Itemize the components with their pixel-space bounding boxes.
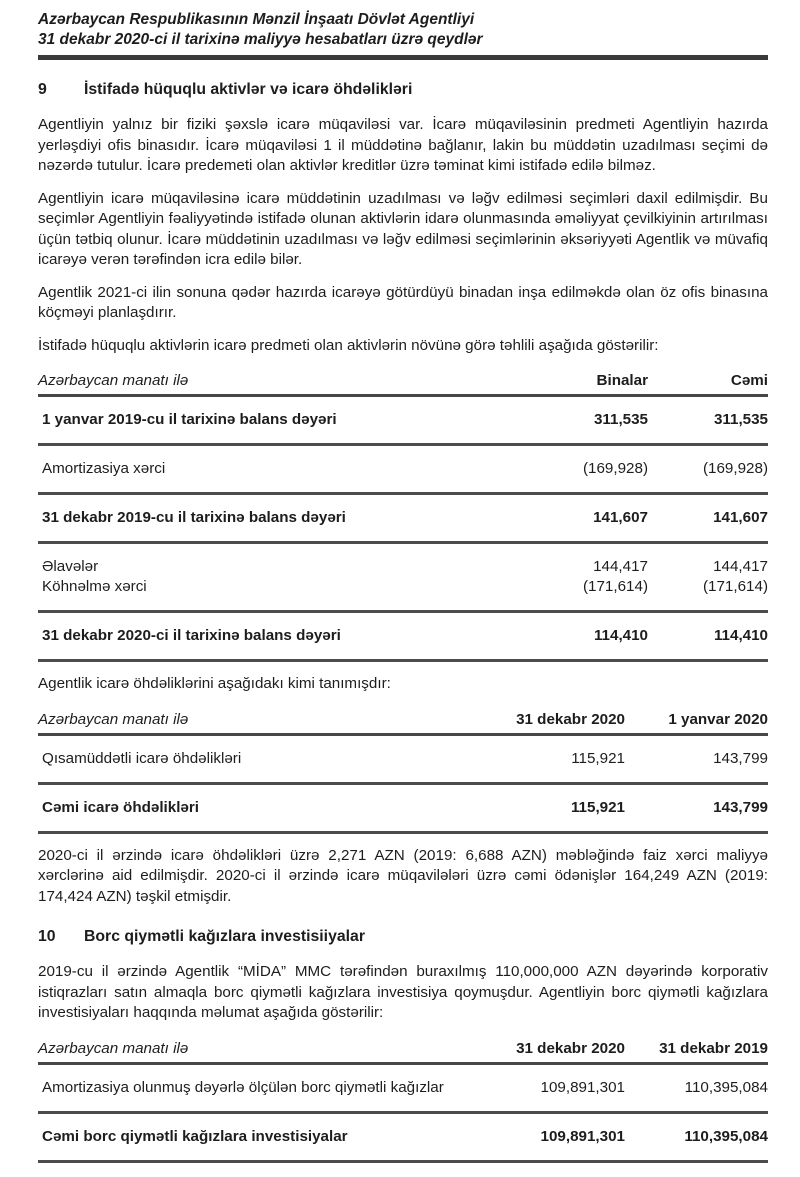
table-row: 31 dekabr 2020-ci il tarixinə balans dəy… [38, 611, 768, 662]
paragraph-liabilities-intro: Agentlik icarə öhdəliklərini aşağıdakı k… [38, 675, 391, 692]
paragraph-assets-intro: İstifadə hüquqlu aktivlərin icarə predme… [38, 336, 659, 354]
value-2020: 109,891,301 [475, 1112, 625, 1163]
value-binalar: 311,535 [526, 395, 648, 446]
row-label: Cəmi icarə öhdəlikləri [38, 783, 475, 834]
table-row: 31 dekabr 2019-cu il tarixinə balans dəy… [38, 493, 768, 544]
column-header-2020: 31 dekabr 2020 [475, 708, 625, 736]
value-cemi: (171,614) [702, 578, 768, 595]
row-label: Köhnəlmə xərci [42, 578, 147, 595]
table-row-group: Əlavələr Köhnəlmə xərci 144,417 (171,614… [38, 542, 768, 613]
column-header-2019: 31 dekabr 2019 [625, 1037, 768, 1065]
row-label: 31 dekabr 2020-ci il tarixinə balans dəy… [38, 611, 526, 662]
lease-liabilities-table: Azərbaycan manatı ilə 31 dekabr 2020 1 y… [38, 708, 768, 834]
value-cemi: 311,535 [648, 395, 768, 446]
value-2019: 143,799 [625, 783, 768, 834]
header-report-title: 31 dekabr 2020-ci il tarixinə maliyyə he… [38, 31, 483, 48]
value-binalar: (171,614) [582, 578, 648, 595]
value-binalar: (169,928) [526, 444, 648, 495]
column-header-binalar: Binalar [526, 370, 648, 397]
value-2020: 115,921 [475, 734, 625, 785]
section-9-number: 9 [38, 81, 47, 98]
table-header-row: Azərbaycan manatı ilə 31 dekabr 2020 1 y… [38, 708, 768, 736]
paragraph-interest-expense: 2020-ci il ərzində icarə öhdəlikləri üzr… [38, 846, 768, 905]
section-9-title: İstifadə hüquqlu aktivlər və icarə öhdəl… [84, 81, 413, 98]
header-entity-name: Azərbaycan Respublikasının Mənzil İnşaat… [38, 11, 475, 28]
value-cemi: 141,607 [648, 493, 768, 544]
table-row-total: Cəmi icarə öhdəlikləri 115,921 143,799 [38, 783, 768, 834]
table-header-row: Azərbaycan manatı ilə Binalar Cəmi [38, 370, 768, 397]
value-cemi: 144,417 [713, 558, 768, 575]
row-label: Amortizasiya xərci [38, 444, 526, 495]
column-header-2020: 31 dekabr 2020 [475, 1037, 625, 1065]
table-row: 1 yanvar 2019-cu il tarixinə balans dəyə… [38, 395, 768, 446]
section-10-heading: 10 Borc qiymətli kağızlara investisiiyal… [38, 928, 768, 946]
section-10-title: Borc qiymətli kağızlara investisiiyalar [84, 928, 365, 945]
paragraph-lease-contract: Agentliyin yalnız bir fiziki şəxslə icar… [38, 116, 768, 174]
debt-securities-table: Azərbaycan manatı ilə 31 dekabr 2020 31 … [38, 1037, 768, 1163]
value-cemi: (169,928) [648, 444, 768, 495]
table-header-row: Azərbaycan manatı ilə 31 dekabr 2020 31 … [38, 1037, 768, 1065]
table-row: Qısamüddətli icarə öhdəlikləri 115,921 1… [38, 734, 768, 785]
value-binalar: 141,607 [526, 493, 648, 544]
row-label: Amortizasiya olunmuş dəyərlə ölçülən bor… [38, 1063, 475, 1114]
value-2019: 143,799 [625, 734, 768, 785]
page-header: Azərbaycan Respublikasının Mənzil İnşaat… [38, 10, 768, 60]
value-binalar: 114,410 [526, 611, 648, 662]
section-9-heading: 9 İstifadə hüquqlu aktivlər və icarə öhd… [38, 81, 768, 99]
row-label: Cəmi borc qiymətli kağızlara investisiya… [38, 1112, 475, 1163]
value-cemi-group: 144,417 (171,614) [648, 542, 768, 613]
column-header-cemi: Cəmi [648, 370, 768, 397]
value-2020: 109,891,301 [475, 1063, 625, 1114]
row-label: Qısamüddətli icarə öhdəlikləri [38, 734, 475, 785]
row-label: Əlavələr [42, 558, 99, 575]
row-label: 31 dekabr 2019-cu il tarixinə balans dəy… [38, 493, 526, 544]
value-binalar-group: 144,417 (171,614) [526, 542, 648, 613]
paragraph-debt-securities: 2019-cu il ərzində Agentlik “MİDA” MMC t… [38, 963, 768, 1021]
currency-label: Azərbaycan manatı ilə [38, 1037, 475, 1065]
section-10-number: 10 [38, 928, 56, 945]
value-binalar: 144,417 [593, 558, 648, 575]
table-row: Amortizasiya xərci (169,928) (169,928) [38, 444, 768, 495]
value-2019: 110,395,084 [625, 1112, 768, 1163]
table-row: Amortizasiya olunmuş dəyərlə ölçülən bor… [38, 1063, 768, 1114]
table-row-total: Cəmi borc qiymətli kağızlara investisiya… [38, 1112, 768, 1163]
value-cemi: 114,410 [648, 611, 768, 662]
value-2020: 115,921 [475, 783, 625, 834]
row-label: 1 yanvar 2019-cu il tarixinə balans dəyə… [38, 395, 526, 446]
paragraph-relocation-plan: Agentlik 2021-ci ilin sonuna qədər hazır… [38, 283, 768, 322]
currency-label: Azərbaycan manatı ilə [38, 370, 526, 397]
currency-label: Azərbaycan manatı ilə [38, 708, 475, 736]
column-header-2019: 1 yanvar 2020 [625, 708, 768, 736]
value-2019: 110,395,084 [625, 1063, 768, 1114]
paragraph-lease-options: Agentliyin icarə müqaviləsinə icarə müdd… [38, 189, 768, 269]
row-label-group: Əlavələr Köhnəlmə xərci [38, 542, 526, 613]
right-of-use-assets-table: Azərbaycan manatı ilə Binalar Cəmi 1 yan… [38, 370, 768, 662]
